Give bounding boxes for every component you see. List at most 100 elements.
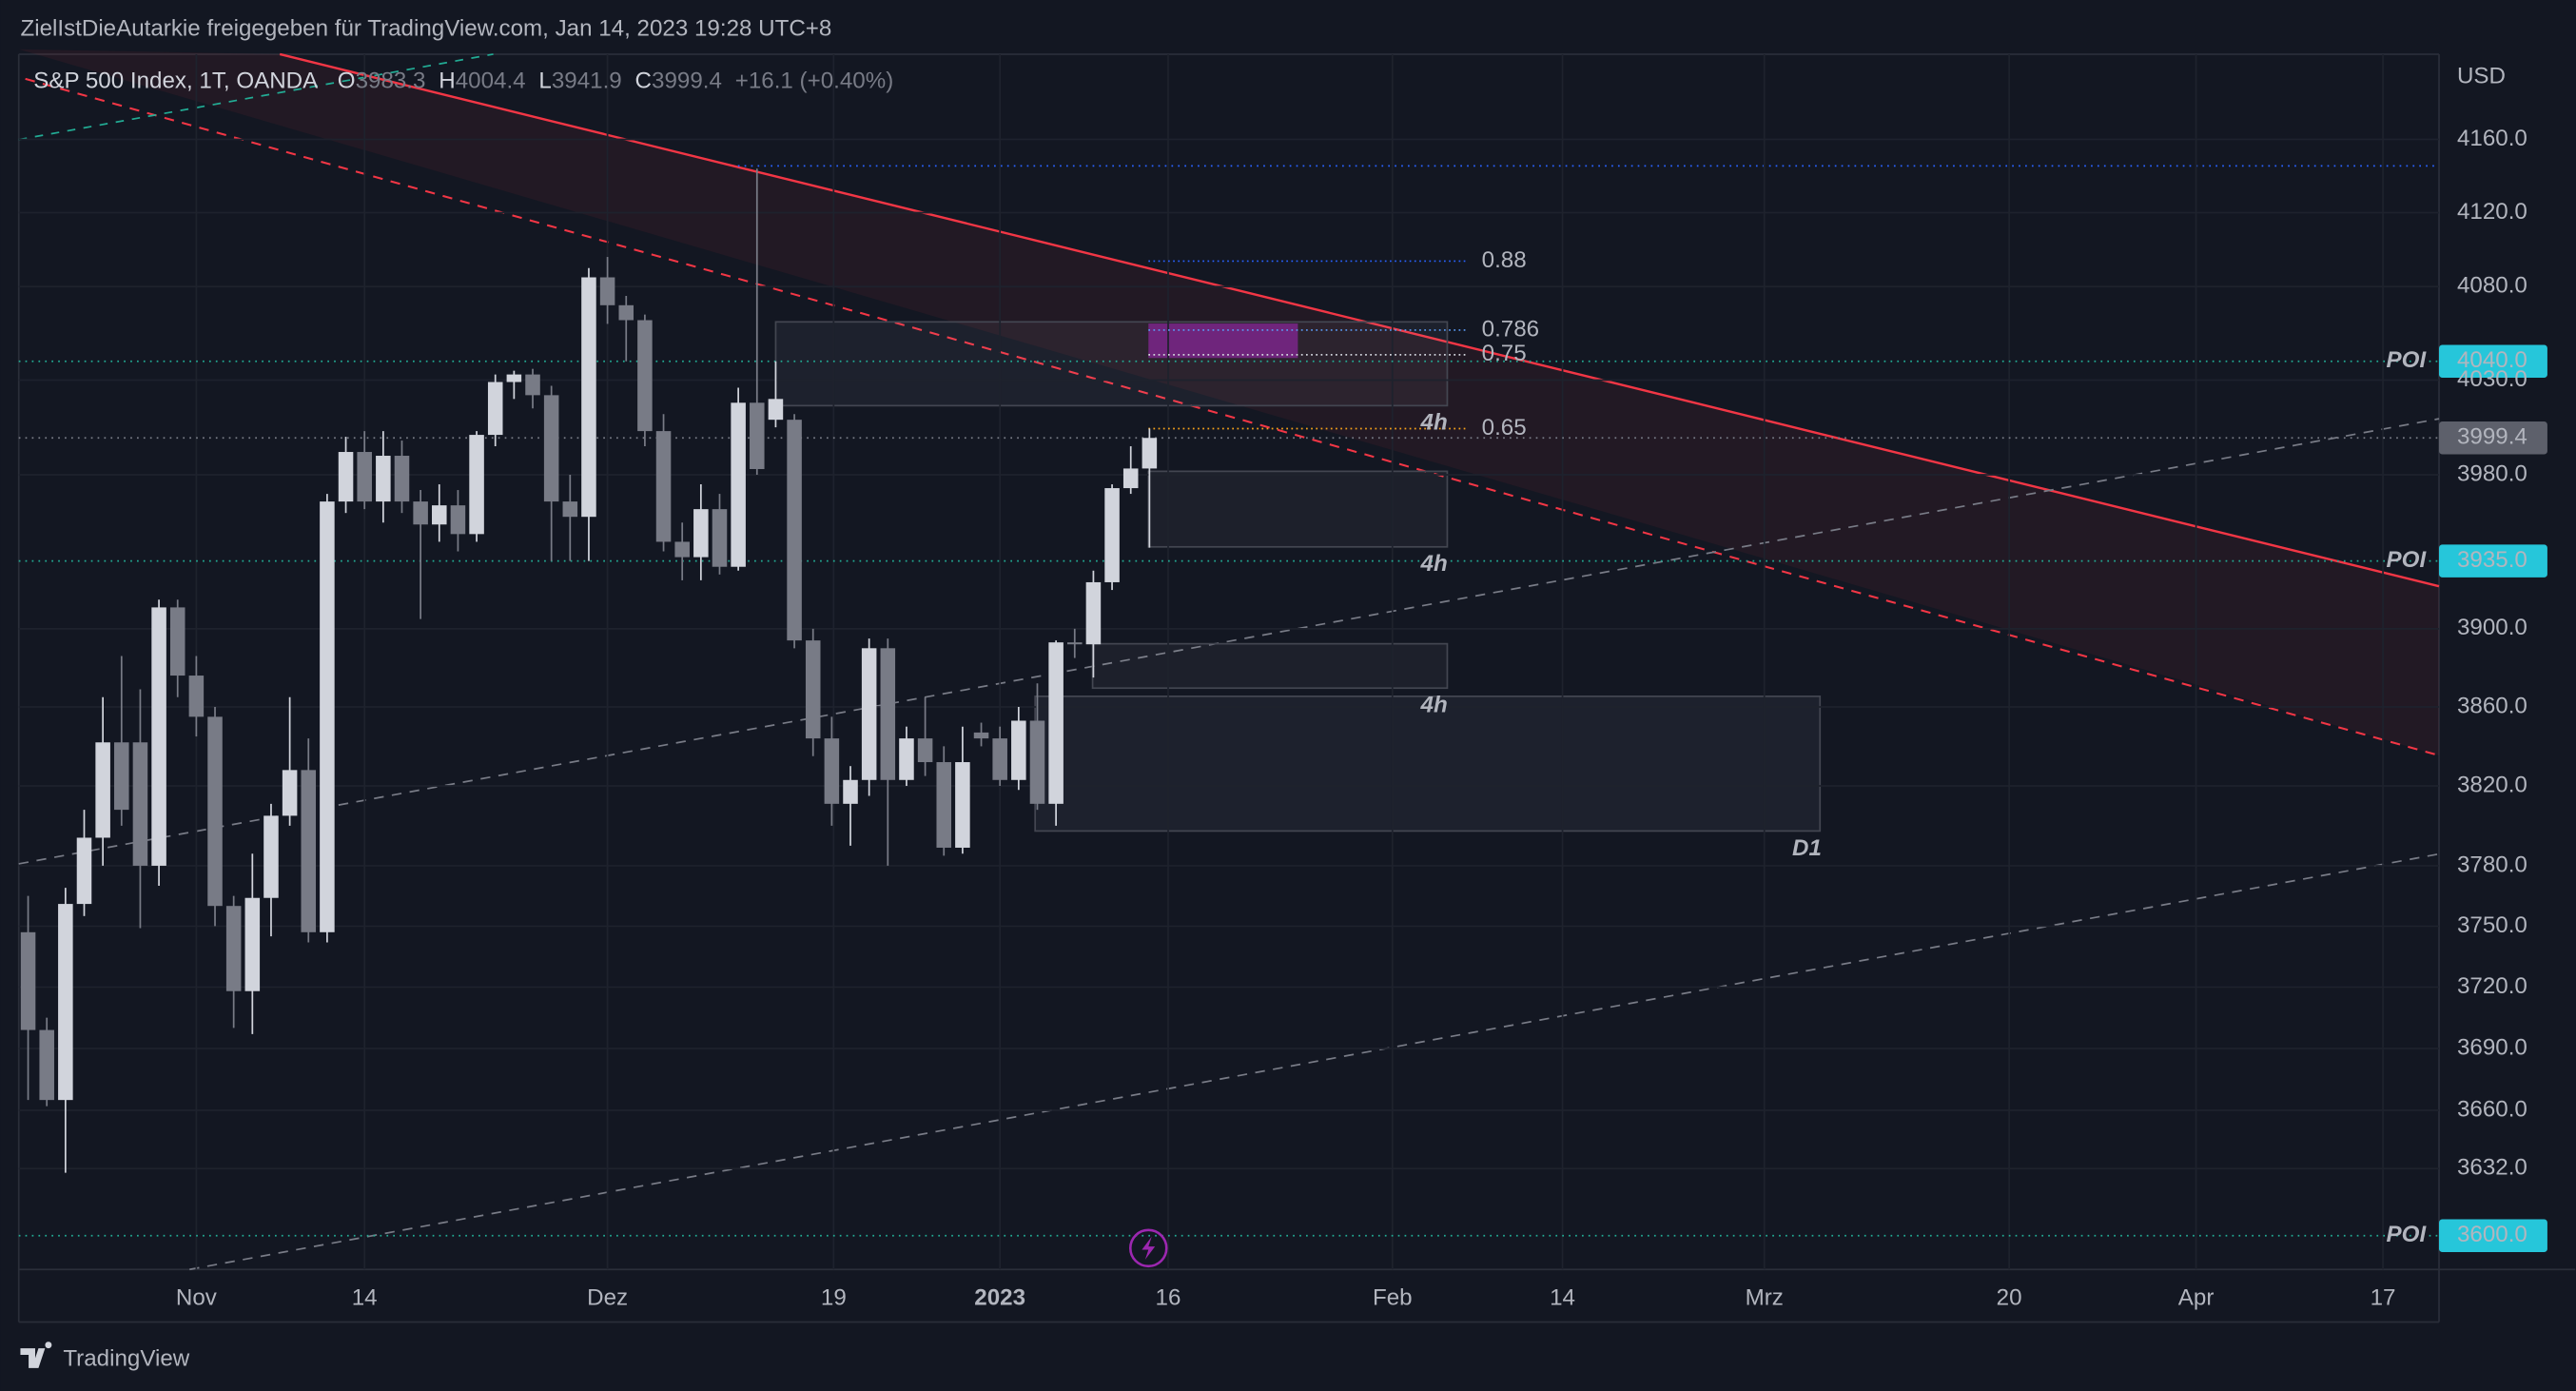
candle-body bbox=[824, 738, 840, 804]
candle-body bbox=[843, 779, 858, 804]
candle-body bbox=[76, 837, 92, 905]
event-icon-bolt bbox=[1142, 1236, 1156, 1260]
poi-badge bbox=[2438, 344, 2547, 379]
candle-body bbox=[674, 541, 690, 558]
fib-label: 0.65 bbox=[1482, 415, 1527, 441]
candle-body bbox=[955, 762, 970, 848]
candle-body bbox=[169, 607, 185, 676]
y-tick-label: 3690.0 bbox=[2457, 1034, 2527, 1060]
brand-logo bbox=[20, 1342, 52, 1368]
y-tick-label: 4160.0 bbox=[2457, 126, 2527, 151]
candle-body bbox=[263, 815, 279, 898]
candle-body bbox=[1067, 642, 1083, 645]
candle-body bbox=[712, 509, 728, 567]
x-tick-label: Apr bbox=[2178, 1285, 2215, 1311]
legend-key: C bbox=[635, 69, 652, 94]
candle-body bbox=[637, 320, 653, 432]
y-tick-label: 3750.0 bbox=[2457, 912, 2527, 938]
candle-body bbox=[188, 676, 205, 717]
candles bbox=[20, 168, 1158, 1173]
poi-label: POI bbox=[2387, 547, 2428, 573]
legend-value: 3999.4 bbox=[652, 69, 722, 94]
trendline bbox=[279, 52, 2440, 588]
x-tick-label: 2023 bbox=[974, 1285, 1025, 1311]
candle-body bbox=[861, 648, 877, 780]
y-tick-label: 3632.0 bbox=[2457, 1155, 2527, 1181]
last-price-badge bbox=[2438, 421, 2547, 455]
candle-body bbox=[1048, 642, 1064, 804]
candle-body bbox=[95, 742, 110, 838]
candle-body bbox=[1011, 720, 1026, 780]
poi-label: POI bbox=[2387, 1222, 2428, 1247]
legend-key: O bbox=[338, 69, 356, 94]
candle-body bbox=[39, 1029, 54, 1101]
poi-value: 3935.0 bbox=[2457, 547, 2527, 573]
fib-label: 0.88 bbox=[1482, 247, 1527, 273]
candle-body bbox=[338, 452, 354, 502]
legend-key: H bbox=[439, 69, 455, 94]
poi-badge bbox=[2438, 544, 2547, 578]
candle-body bbox=[805, 640, 821, 739]
y-tick-label: 3900.0 bbox=[2457, 615, 2527, 640]
poi-badge bbox=[2438, 1219, 2547, 1253]
y-tick-label: 3660.0 bbox=[2457, 1096, 2527, 1122]
x-tick-label: 14 bbox=[352, 1285, 378, 1311]
candle-body bbox=[973, 732, 989, 739]
candle-body bbox=[917, 738, 933, 763]
candle-body bbox=[562, 501, 578, 518]
event-icon[interactable] bbox=[1129, 1228, 1168, 1268]
zone bbox=[1147, 470, 1449, 548]
candle-body bbox=[525, 374, 540, 396]
levels: POI 4040.0 POI 3935.0 POI 3600.0 3999.4 0.88 0.7… bbox=[18, 247, 2547, 1253]
y-tick-label: 4120.0 bbox=[2457, 199, 2527, 225]
legend-change: +16.1 (+0.40%) bbox=[735, 69, 894, 94]
grid-layer bbox=[18, 53, 2439, 1270]
trendline-grey bbox=[189, 852, 2440, 1271]
header: ZielIstDieAutarkie freigegeben für Tradi… bbox=[20, 15, 831, 41]
candle-body bbox=[487, 382, 503, 436]
currency: USD bbox=[2457, 64, 2506, 89]
legend-value: 4004.4 bbox=[456, 69, 526, 94]
trendline-dashed bbox=[25, 77, 2440, 756]
candle-body bbox=[1085, 581, 1102, 645]
x-tick-label: 17 bbox=[2371, 1285, 2396, 1311]
candle-body bbox=[899, 738, 914, 780]
legend: S&P 500 Index, 1T, OANDA O3983.3 H4004.4 L… bbox=[33, 69, 893, 94]
x-tick-label: 19 bbox=[821, 1285, 847, 1311]
candle-body bbox=[469, 435, 484, 535]
candle-body bbox=[413, 501, 428, 525]
candle-body bbox=[506, 374, 522, 382]
candle-body bbox=[1122, 468, 1139, 489]
poi-value: 4040.0 bbox=[2457, 347, 2527, 373]
candle-body bbox=[207, 716, 223, 907]
zone-label: 4h bbox=[1420, 693, 1448, 718]
candle-body bbox=[114, 742, 129, 811]
last-price-label: 3999.4 bbox=[2457, 424, 2527, 450]
poi-value: 3600.0 bbox=[2457, 1222, 2527, 1247]
x-tick-label: Mrz bbox=[1746, 1285, 1784, 1311]
x-tick-label: 20 bbox=[1997, 1285, 2022, 1311]
y-tick-label: 3780.0 bbox=[2457, 852, 2527, 877]
candle-body bbox=[394, 456, 410, 502]
candle-body bbox=[20, 931, 36, 1030]
legend-value: 3941.9 bbox=[552, 69, 622, 94]
fib-label: 0.75 bbox=[1482, 341, 1527, 366]
candle-body bbox=[880, 648, 896, 780]
candle-body bbox=[282, 770, 298, 816]
candle-body bbox=[1142, 438, 1158, 469]
candle-body bbox=[768, 399, 784, 421]
candle-body bbox=[992, 738, 1007, 780]
x-tick-label: Dez bbox=[587, 1285, 628, 1311]
zone-label: D1 bbox=[1792, 835, 1822, 861]
zone-label: 4h bbox=[1420, 410, 1448, 436]
zone-fib bbox=[1148, 323, 1298, 359]
x-tick-label: Nov bbox=[176, 1285, 217, 1311]
candle-body bbox=[693, 509, 709, 558]
candle-body bbox=[301, 770, 317, 932]
candle-body bbox=[151, 607, 166, 866]
y-tick-label: 4030.0 bbox=[2457, 366, 2527, 392]
candle-body bbox=[244, 897, 261, 991]
x-tick-label: 14 bbox=[1550, 1285, 1575, 1311]
